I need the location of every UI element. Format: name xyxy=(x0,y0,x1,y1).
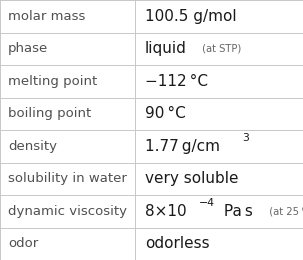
Text: −112 °C: −112 °C xyxy=(145,74,208,89)
Text: (at 25 °C): (at 25 °C) xyxy=(263,206,303,216)
Text: 90 °C: 90 °C xyxy=(145,106,186,121)
Text: 100.5 g/mol: 100.5 g/mol xyxy=(145,9,237,24)
Text: odor: odor xyxy=(8,237,38,250)
Text: very soluble: very soluble xyxy=(145,171,238,186)
Text: 1.77 g/cm: 1.77 g/cm xyxy=(145,139,220,154)
Text: odorless: odorless xyxy=(145,236,210,251)
Text: Pa s: Pa s xyxy=(219,204,253,219)
Text: boiling point: boiling point xyxy=(8,107,91,120)
Text: solubility in water: solubility in water xyxy=(8,172,127,185)
Text: liquid: liquid xyxy=(145,41,187,56)
Text: 8×10: 8×10 xyxy=(145,204,187,219)
Text: phase: phase xyxy=(8,42,48,55)
Text: −4: −4 xyxy=(199,198,215,208)
Text: molar mass: molar mass xyxy=(8,10,85,23)
Text: (at STP): (at STP) xyxy=(199,44,241,54)
Text: 3: 3 xyxy=(242,133,249,143)
Text: dynamic viscosity: dynamic viscosity xyxy=(8,205,127,218)
Text: melting point: melting point xyxy=(8,75,97,88)
Text: density: density xyxy=(8,140,57,153)
